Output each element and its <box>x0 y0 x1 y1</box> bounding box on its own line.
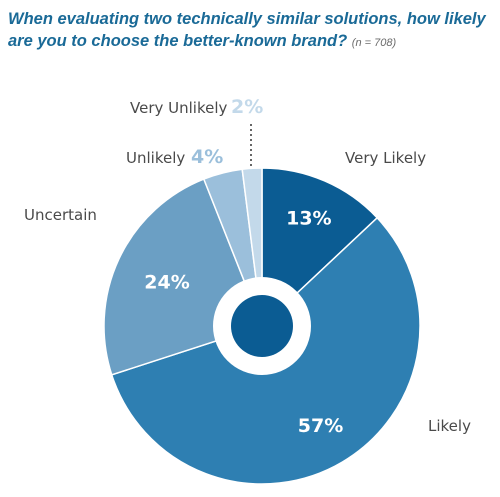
slice-label-likely: Likely <box>428 417 471 435</box>
slice-value-unlikely: 4% <box>191 146 223 168</box>
slice-value-uncertain: 24% <box>144 271 189 293</box>
slice-label-unlikely: Unlikely <box>126 149 185 167</box>
chart-title-text: When evaluating two technically similar … <box>8 10 486 50</box>
chart-title: When evaluating two technically similar … <box>8 8 494 54</box>
center-dot <box>231 295 293 357</box>
slice-label-very-likely: Very Likely <box>345 149 426 167</box>
slice-value-very-unlikely: 2% <box>231 96 263 118</box>
sample-size-note: (n = 708) <box>351 37 397 49</box>
slice-label-very-unlikely: Very Unlikely <box>130 99 228 117</box>
slice-value-very-likely: 13% <box>286 208 331 230</box>
slice-label-uncertain: Uncertain <box>24 206 97 224</box>
slice-value-likely: 57% <box>298 415 343 437</box>
